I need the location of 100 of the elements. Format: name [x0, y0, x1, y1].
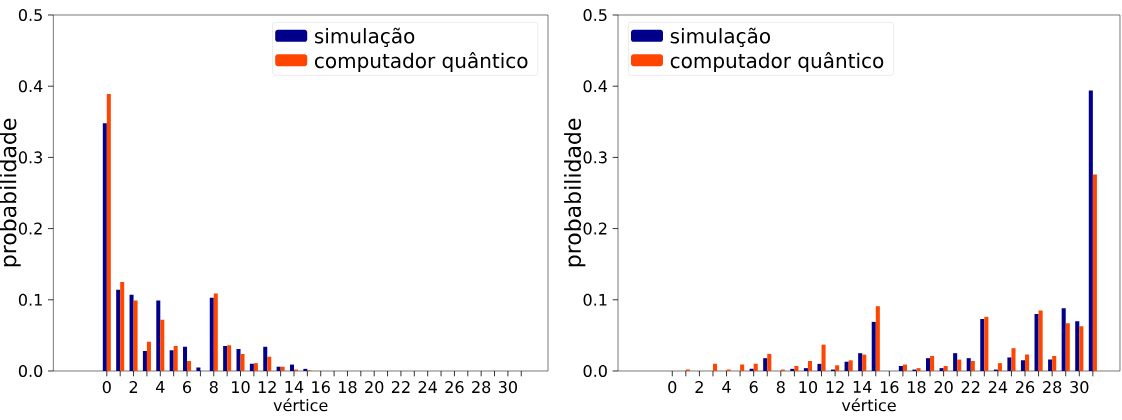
bar	[898, 366, 903, 371]
x-axis-title: vértice	[273, 398, 328, 412]
bar	[209, 297, 214, 371]
bar	[763, 358, 768, 371]
y-tick-label: 0.1	[583, 293, 607, 306]
bar	[183, 346, 188, 371]
bar	[116, 289, 121, 371]
legend-label: simulação	[670, 27, 771, 48]
x-tick-label: 4	[155, 381, 165, 393]
bar	[753, 363, 758, 371]
bar	[930, 356, 935, 371]
x-tick-label: 4	[722, 381, 731, 393]
bar	[925, 358, 931, 371]
x-tick-label: 10	[799, 381, 818, 394]
x-axis-title: vértice	[841, 398, 896, 412]
x-tick-label: 14	[853, 381, 872, 393]
legend-label: computador quântico	[670, 51, 884, 73]
bar	[1092, 174, 1097, 371]
x-tick-label: 28	[1043, 381, 1062, 394]
y-tick-label: 0.4	[18, 80, 43, 93]
x-tick-label: 8	[209, 381, 218, 394]
y-tick-label: 0.1	[18, 293, 42, 306]
bar	[249, 363, 254, 371]
bar	[794, 366, 799, 371]
x-tick-label: 26	[1016, 381, 1035, 394]
bar	[133, 300, 138, 371]
bar	[902, 364, 907, 371]
x-tick-label: 8	[776, 381, 785, 394]
x-tick-label: 30	[1070, 381, 1089, 394]
bar	[1025, 354, 1030, 371]
bar	[227, 345, 232, 371]
x-tick-label: 10	[232, 381, 250, 394]
bar	[712, 363, 718, 371]
x-tick-label: 16	[312, 381, 330, 394]
x-tick-label: 0	[102, 381, 111, 394]
x-tick-label: 6	[183, 381, 192, 394]
bar	[120, 281, 125, 371]
y-tick-label: 0.0	[18, 364, 43, 378]
bar	[1075, 321, 1080, 371]
bar	[169, 350, 174, 371]
bar	[223, 346, 228, 371]
bar	[803, 368, 808, 371]
bar	[1052, 356, 1057, 371]
bar	[160, 319, 165, 371]
x-tick-label: 16	[880, 381, 899, 394]
bar	[280, 366, 285, 371]
bar	[740, 364, 745, 371]
bar	[156, 300, 161, 371]
bar	[844, 361, 849, 371]
bar	[875, 306, 880, 371]
bar	[106, 94, 111, 371]
legend-label: computador quântico	[314, 51, 528, 73]
x-tick-label: 0	[668, 381, 677, 394]
bar	[807, 361, 813, 371]
bar	[1034, 314, 1039, 371]
bar	[1061, 308, 1066, 371]
bar	[196, 367, 201, 371]
bar	[966, 358, 971, 371]
bar	[835, 365, 840, 371]
bar	[939, 368, 944, 371]
bar	[213, 293, 218, 371]
bar	[267, 356, 272, 371]
bar	[1020, 360, 1026, 371]
bar	[129, 294, 134, 371]
bar	[1065, 323, 1070, 371]
bar	[821, 344, 826, 371]
x-tick-label: 2	[695, 381, 703, 393]
x-tick-label: 30	[498, 381, 518, 394]
bar	[767, 353, 772, 371]
bar	[871, 321, 876, 371]
bar	[943, 366, 948, 371]
y-axis-title: probabilidade	[0, 118, 21, 267]
x-tick-label: 24	[418, 381, 437, 393]
bar	[102, 123, 107, 371]
bar	[146, 341, 151, 371]
bar	[276, 366, 281, 371]
bar	[187, 361, 192, 371]
bar	[289, 364, 294, 371]
x-tick-label: 2	[129, 381, 138, 393]
bar	[980, 319, 985, 371]
bar	[984, 316, 989, 371]
bar	[862, 354, 867, 371]
x-tick-label: 12	[258, 381, 276, 393]
y-tick-label: 0.3	[18, 151, 43, 164]
bar	[997, 363, 1002, 371]
y-tick-label: 0.5	[18, 8, 42, 22]
y-tick-label: 0.4	[583, 80, 608, 93]
bar	[858, 353, 863, 371]
bar	[916, 368, 921, 371]
bar	[957, 359, 962, 371]
x-tick-label: 12	[826, 381, 844, 393]
bar	[240, 353, 245, 371]
x-tick-label: 26	[445, 381, 464, 394]
y-tick-label: 0.5	[583, 8, 607, 22]
x-tick-label: 28	[472, 381, 491, 394]
x-tick-label: 22	[391, 381, 410, 393]
x-tick-label: 18	[908, 381, 926, 394]
x-tick-label: 22	[961, 381, 980, 393]
x-tick-label: 20	[365, 381, 384, 394]
bar	[953, 353, 958, 371]
